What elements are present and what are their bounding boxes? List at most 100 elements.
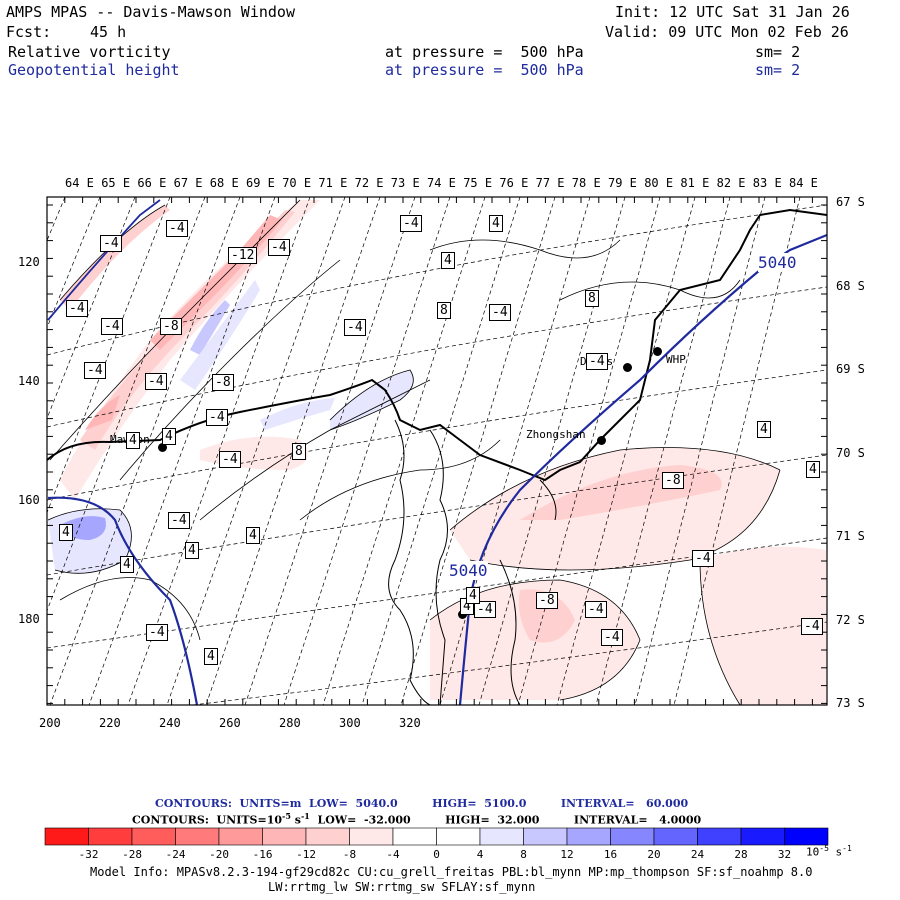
vorticity-label: 8	[292, 443, 306, 460]
vorticity-label: -4	[400, 215, 422, 232]
colorbar-tick-label: 4	[476, 848, 484, 861]
y-grid-label: 180	[18, 612, 40, 626]
field-pressure-height: at pressure = 500 hPa	[385, 61, 584, 79]
vorticity-contour-legend: CONTOURS: UNITS=10-5 s-1 LOW= -32.000 HI…	[132, 811, 702, 827]
colorbar-swatch	[566, 827, 611, 846]
colorbar-swatch	[392, 827, 437, 846]
x-grid-label: 300	[339, 716, 361, 730]
vorticity-label: 4	[806, 461, 820, 478]
longitude-label: 66 E	[137, 176, 167, 190]
x-grid-label: 320	[399, 716, 421, 730]
vorticity-label: -8	[212, 374, 234, 391]
field-name-height: Geopotential height	[8, 61, 180, 79]
colorbar-swatch	[262, 827, 307, 846]
latitude-label: 71 S	[836, 529, 865, 543]
vorticity-label: -4	[801, 618, 823, 635]
station-marker-whp	[653, 347, 662, 356]
valid-time: Valid: 09 UTC Mon 02 Feb 26	[605, 23, 849, 41]
colorbar-tick-label: 28	[734, 848, 748, 861]
longitude-label: 71 E	[318, 176, 348, 190]
longitude-label: 84 E	[789, 176, 818, 190]
colorbar-swatch	[523, 827, 568, 846]
longitude-label: 67 E	[173, 176, 203, 190]
longitude-label: 78 E	[571, 176, 601, 190]
longitude-label: 81 E	[680, 176, 710, 190]
height-contour-label: 5040	[758, 253, 797, 272]
colorbar-tick-label: -12	[296, 848, 316, 861]
longitude-label: 74 E	[427, 176, 456, 190]
vorticity-label: -4	[344, 319, 366, 336]
vorticity-label: -12	[228, 247, 258, 264]
vorticity-label: 8	[437, 302, 451, 319]
colorbar-tick-label: 24	[690, 848, 705, 861]
longitude-label: 69 E	[246, 176, 275, 190]
vorticity-label: -4	[168, 512, 190, 529]
colorbar-tick-label: 8	[520, 848, 527, 861]
vorticity-label: 4	[489, 215, 503, 232]
height-contour-label: 5040	[449, 561, 488, 580]
colorbar-swatch	[44, 827, 89, 846]
latitude-label: 72 S	[836, 612, 865, 627]
vorticity-label: -4	[206, 409, 228, 426]
field-smoothing-height: sm= 2	[755, 61, 801, 79]
vorticity-label: 4	[185, 542, 199, 559]
colorbar-swatch	[88, 827, 133, 846]
forecast-label: Fcst:	[6, 23, 52, 41]
colorbar-swatch	[479, 827, 524, 846]
colorbar-tick-label: -24	[165, 848, 186, 861]
vorticity-label: -4	[489, 304, 511, 321]
vorticity-label: 4	[120, 556, 134, 573]
colorbar-tick-label: 0	[433, 848, 440, 861]
colorbar-tick-label: -32	[78, 848, 99, 861]
y-grid-label: 140	[18, 374, 40, 388]
vorticity-label: 4	[441, 252, 455, 269]
colorbar-swatch	[131, 827, 176, 846]
x-grid-label: 260	[219, 716, 241, 730]
y-grid-label: 120	[18, 255, 40, 269]
vorticity-label: -4	[166, 220, 188, 237]
model-info: Model Info: MPASv8.2.3-194-gf29cd82c CU:…	[90, 865, 813, 879]
vorticity-label: -4	[474, 601, 496, 618]
station-marker-mawson	[158, 443, 167, 452]
longitude-label: 77 E	[535, 176, 565, 190]
colorbar-tick-label: 20	[647, 848, 661, 861]
vorticity-label: -8	[160, 318, 182, 335]
height-contour-legend: CONTOURS: UNITS=m LOW= 5040.0 HIGH= 5100…	[155, 797, 689, 810]
colorbar-tick-label: -20	[209, 848, 229, 861]
geopotential-height-contours	[47, 199, 827, 705]
vorticity-label: -4	[101, 318, 123, 335]
vorticity-label: -4	[66, 300, 88, 317]
coastline	[47, 208, 827, 482]
latitude-label: 73 S	[836, 696, 865, 710]
longitude-label: 75 E	[463, 176, 493, 190]
vorticity-label: -4	[146, 624, 168, 641]
colorbar-tick-label: -16	[252, 848, 273, 861]
colorbar-swatch	[436, 827, 481, 846]
station-marker-davis	[623, 363, 632, 372]
vorticity-label: -4	[692, 550, 714, 567]
longitude-label: 79 E	[608, 176, 637, 190]
vorticity-label: 4	[757, 421, 771, 438]
colorbar-swatch	[697, 827, 742, 846]
longitude-label: 80 E	[644, 176, 674, 190]
vorticity-label: -4	[585, 601, 607, 618]
latitude-label: 68 S	[836, 278, 865, 293]
colorbar-tick-label: 32	[777, 848, 792, 861]
colorbar-swatch	[218, 827, 263, 846]
x-grid-label: 280	[279, 716, 301, 730]
x-grid-label: 220	[99, 716, 121, 730]
colorbar-swatch	[784, 827, 829, 846]
colorbar-unit: 10-5 s-1	[806, 844, 852, 859]
longitude-label: 73 E	[390, 176, 420, 190]
vorticity-label: 4	[126, 432, 140, 449]
longitude-label: 82 E	[716, 176, 746, 190]
longitude-label: 76 E	[499, 176, 529, 190]
colorbar-tick-label: -4	[386, 848, 400, 861]
vorticity-label: -4	[268, 239, 290, 256]
field-name-vorticity: Relative vorticity	[8, 43, 171, 61]
colorbar-swatch	[653, 827, 698, 846]
map-title: AMPS MPAS -- Davis-Mawson Window	[6, 3, 295, 21]
longitude-label: 64 E	[65, 176, 94, 190]
x-grid-label: 240	[159, 716, 181, 730]
